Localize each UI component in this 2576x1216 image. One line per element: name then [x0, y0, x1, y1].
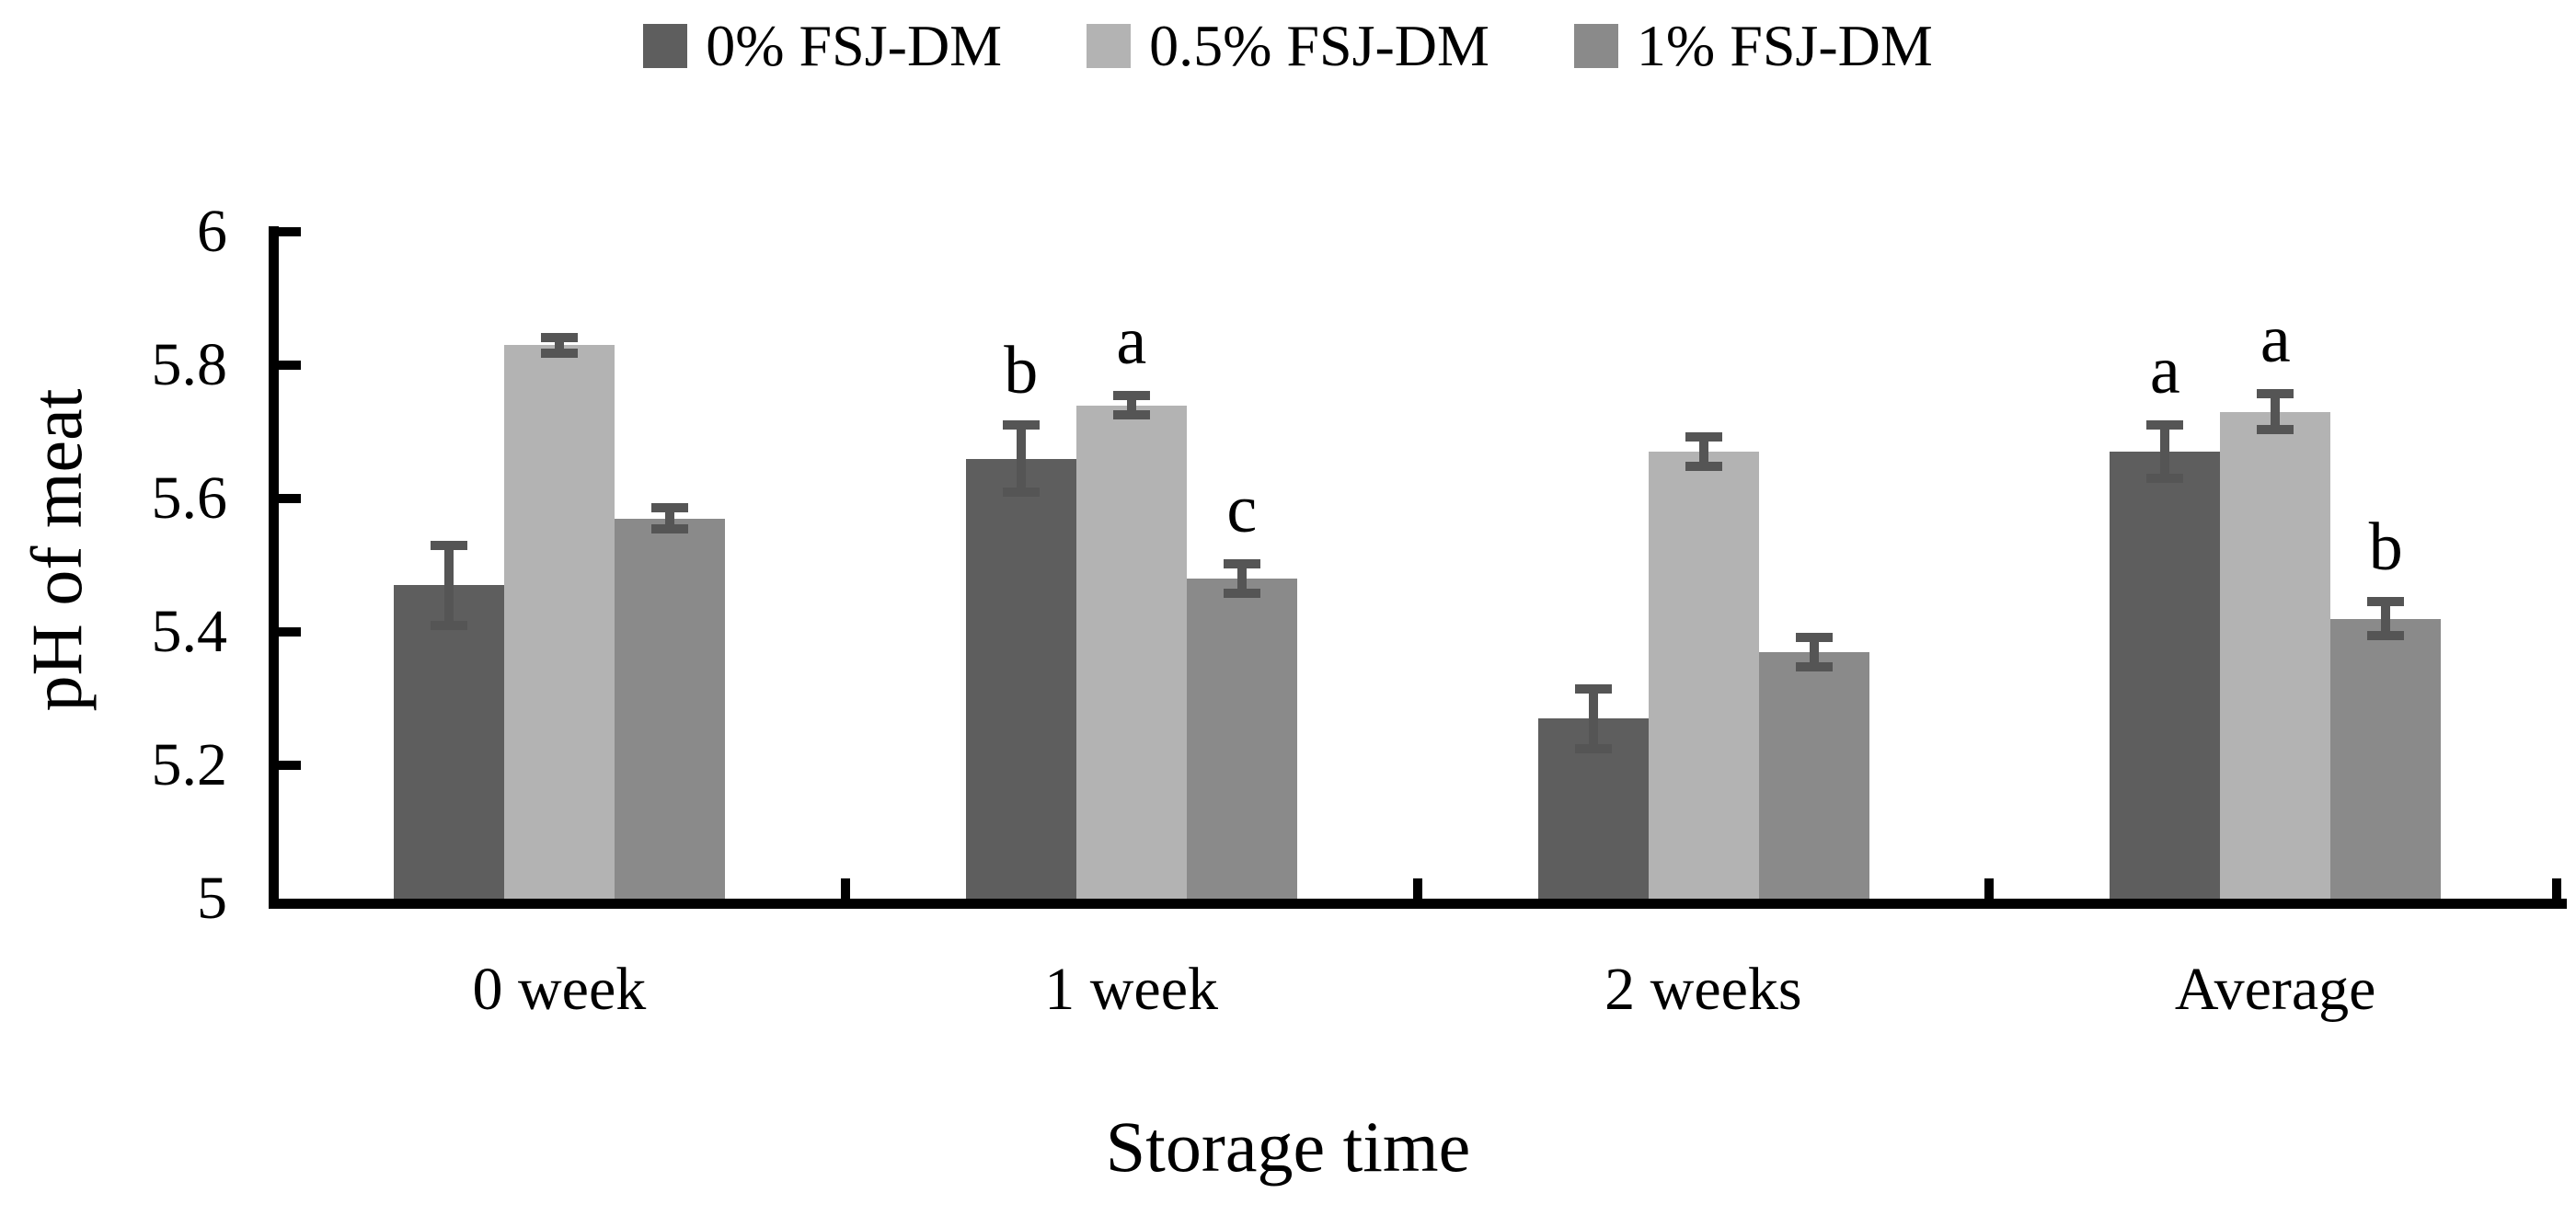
bar [2330, 618, 2442, 899]
error-bar [2160, 425, 2170, 479]
error-bar-cap [1574, 683, 1612, 694]
y-tick-label: 5 [197, 865, 227, 932]
error-bar [1588, 688, 1598, 749]
error-bar-cap [651, 503, 688, 513]
error-bar-cap [2257, 425, 2294, 435]
bar [1758, 651, 1869, 899]
error-bar [1809, 637, 1819, 667]
error-bar-cap [1112, 390, 1150, 400]
x-tick [1412, 878, 1422, 899]
y-tick-label: 5.6 [151, 465, 228, 532]
x-tick-label: 0 week [472, 956, 647, 1023]
error-bar [1016, 425, 1026, 492]
x-axis-line [269, 899, 2567, 909]
legend-item: 0.5% FSJ-DM [1087, 17, 1489, 75]
bar [1075, 405, 1187, 899]
error-bar-cap [2367, 630, 2405, 640]
bar [2220, 411, 2331, 899]
error-bar-cap [541, 348, 578, 358]
error-bar-cap [1112, 410, 1150, 420]
error-bar-cap [1223, 559, 1260, 569]
error-bar [1126, 395, 1136, 416]
bar [1648, 452, 1759, 899]
legend: 0% FSJ-DM 0.5% FSJ-DM 1% FSJ-DM [0, 17, 2576, 75]
legend-label: 1% FSJ-DM [1636, 13, 1933, 78]
y-tick-label: 6 [197, 198, 227, 265]
error-bar-cap [1574, 743, 1612, 753]
legend-swatch-icon [643, 24, 688, 68]
error-bar-cap [1685, 432, 1722, 442]
bar [965, 458, 1076, 899]
y-tick [279, 494, 301, 503]
error-bar-cap [431, 620, 467, 630]
x-tick-label: 1 week [1044, 956, 1218, 1023]
bar [615, 518, 725, 899]
error-bar-cap [2146, 420, 2184, 430]
y-tick [279, 761, 301, 770]
y-tick [279, 227, 301, 236]
x-tick [1984, 878, 1995, 899]
y-tick-label: 5.2 [151, 731, 228, 798]
y-tick [279, 361, 301, 370]
y-axis-line [269, 226, 279, 909]
sig-letter: a [1116, 303, 1147, 379]
error-bar-cap [541, 332, 578, 342]
legend-swatch-icon [1087, 24, 1132, 68]
error-bar [665, 508, 674, 530]
error-bar-cap [1002, 420, 1040, 430]
y-tick-label: 5.4 [151, 598, 228, 665]
sig-letter: a [2149, 333, 2180, 409]
x-tick-label: 2 weeks [1604, 956, 1802, 1023]
error-bar-cap [1002, 487, 1040, 497]
error-bar [444, 545, 454, 625]
error-bar-cap [1685, 462, 1722, 472]
error-bar-cap [1795, 632, 1833, 642]
bar [504, 345, 615, 899]
legend-item: 0% FSJ-DM [643, 17, 1002, 75]
sig-letter: b [1004, 333, 1039, 409]
legend-label: 0.5% FSJ-DM [1149, 13, 1489, 78]
error-bar-cap [1223, 588, 1260, 598]
y-tick [279, 627, 301, 637]
sig-letter: a [2260, 302, 2291, 378]
error-bar-cap [1795, 661, 1833, 671]
error-bar-cap [2257, 389, 2294, 399]
sig-letter: b [2368, 510, 2403, 586]
bar [1186, 579, 1297, 899]
x-axis-title: Storage time [1105, 1107, 1471, 1187]
x-tick-label: Average [2174, 956, 2376, 1023]
error-bar-cap [651, 524, 688, 534]
error-bar [1236, 564, 1247, 593]
error-bar [555, 337, 564, 353]
x-tick [840, 878, 850, 899]
error-bar [1698, 437, 1708, 467]
error-bar-cap [2367, 597, 2405, 607]
y-axis-title: pH of meat [17, 388, 97, 712]
legend-label: 0% FSJ-DM [706, 13, 1003, 78]
x-tick [2552, 878, 2561, 899]
legend-swatch-icon [1573, 24, 1618, 68]
sig-letter: c [1226, 472, 1258, 548]
legend-item: 1% FSJ-DM [1573, 13, 1933, 78]
error-bar [2381, 602, 2391, 636]
error-bar [2271, 394, 2281, 430]
error-bar-cap [2146, 474, 2184, 484]
error-bar-cap [431, 540, 467, 550]
y-tick-label: 5.8 [151, 331, 228, 398]
bar [394, 585, 504, 899]
bar [2110, 452, 2221, 899]
